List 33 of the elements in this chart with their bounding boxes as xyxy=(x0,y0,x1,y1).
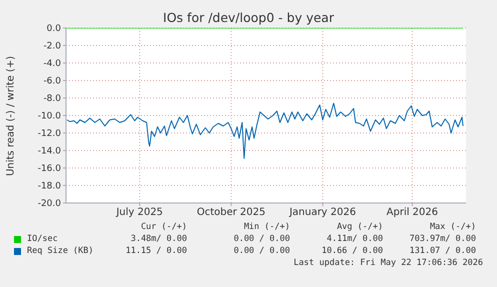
y-tick-label: -2.0 xyxy=(43,42,62,52)
text: Last update: Fri May 22 17:06:36 2026 xyxy=(292,257,483,269)
chart-title: IOs for /dev/loop0 - by year xyxy=(162,10,335,25)
legend-label: IO/sec xyxy=(26,233,59,245)
y-tick-label: 0.0 xyxy=(46,24,62,34)
y-tick-label: -18.0 xyxy=(38,182,62,192)
x-tick-label: October 2025 xyxy=(196,207,266,218)
text: 4.11m/ 0.00 xyxy=(326,233,383,245)
text: 0.00 / 0.00 xyxy=(232,245,290,257)
y-tick-label: -8.0 xyxy=(43,94,62,104)
y-tick-label: -16.0 xyxy=(38,164,62,174)
x-tick-label: April 2026 xyxy=(386,207,438,218)
y-tick-label: -10.0 xyxy=(38,112,62,122)
line-series xyxy=(66,102,464,159)
text: 11.15 / 0.00 xyxy=(124,245,187,257)
text: 131.07 / 0.00 xyxy=(408,245,476,257)
text: 10.66 / 0.00 xyxy=(320,245,383,257)
text: Cur (-/+) xyxy=(140,221,187,233)
x-tick-label: July 2025 xyxy=(115,207,163,218)
y-tick-label: -6.0 xyxy=(43,76,62,87)
text: 703.97m/ 0.00 xyxy=(408,233,476,245)
legend-label: Req Size (KB) xyxy=(26,245,95,257)
y-tick-label: -12.0 xyxy=(38,129,62,140)
y-tick-label: -14.0 xyxy=(38,146,62,157)
x-tick-label: January 2026 xyxy=(288,207,356,218)
text: Avg (-/+) xyxy=(336,221,383,233)
text: Max (-/+) xyxy=(428,221,476,233)
text: 3.48m/ 0.00 xyxy=(130,233,187,245)
text: 0.00 / 0.00 xyxy=(232,233,290,245)
text: Min (-/+) xyxy=(242,221,290,233)
y-tick-label: -4.0 xyxy=(43,59,62,70)
y-tick-label: -20.0 xyxy=(38,199,62,210)
y-axis-title: Units read (-) / write (+) xyxy=(6,56,16,176)
